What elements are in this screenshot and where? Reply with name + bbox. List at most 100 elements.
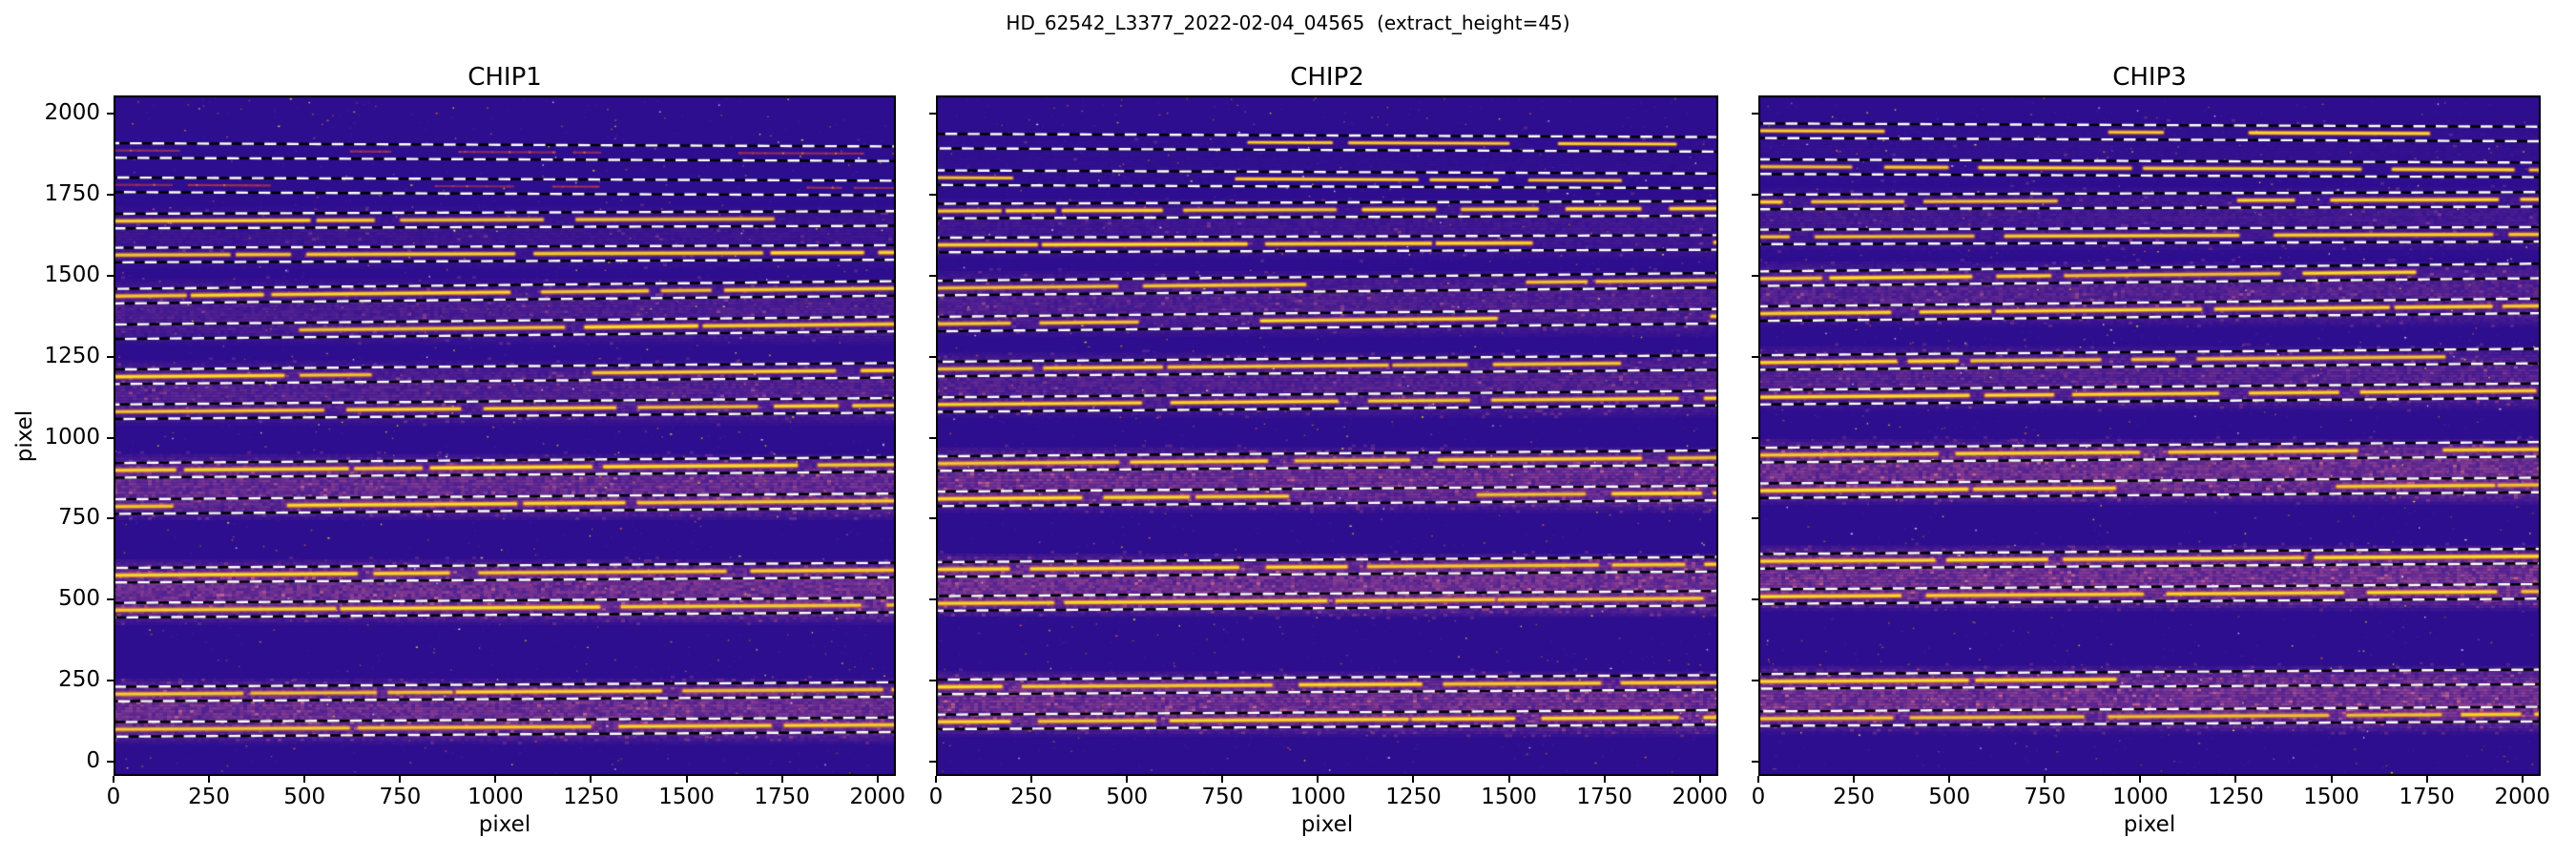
y-tick-mark [929,760,936,763]
x-tick-label: 2000 [1672,785,1729,809]
x-tick-mark [2521,776,2524,783]
x-tick-label: 250 [188,785,231,809]
x-tick-mark [590,776,592,783]
y-tick-label: 1500 [44,262,100,287]
y-tick-mark [107,355,114,358]
y-tick-mark [929,598,936,601]
x-tick-label: 1500 [2303,785,2359,809]
y-tick-mark [107,679,114,681]
x-tick-mark [2044,776,2046,783]
y-tick-mark [107,113,114,115]
y-tick-label: 1250 [44,343,100,368]
y-tick-mark [107,274,114,277]
panel-title-chip3: CHIP3 [2112,63,2187,92]
y-tick-mark [1752,274,1758,277]
y-tick-mark [107,436,114,439]
x-tick-mark [2330,776,2333,783]
x-tick-label: 1750 [1576,785,1632,809]
x-tick-mark [1603,776,1606,783]
x-axis-label-chip1: pixel [478,812,531,837]
x-axis-label-chip3: pixel [2123,812,2176,837]
x-tick-mark [494,776,497,783]
y-tick-mark [1752,355,1758,358]
x-tick-mark [935,776,937,783]
x-tick-mark [208,776,211,783]
x-tick-mark [1698,776,1701,783]
x-tick-mark [780,776,783,783]
x-tick-mark [685,776,688,783]
y-tick-mark [929,517,936,520]
x-tick-label: 0 [928,785,944,809]
chip3-detector-image [1758,95,2541,776]
x-tick-mark [1412,776,1415,783]
y-tick-mark [1752,194,1758,197]
y-tick-mark [929,274,936,277]
y-tick-mark [1752,598,1758,601]
x-tick-label: 1250 [1385,785,1442,809]
x-tick-mark [1317,776,1319,783]
y-tick-mark [107,194,114,197]
x-tick-mark [876,776,879,783]
x-tick-label: 2000 [2494,785,2551,809]
x-tick-label: 1250 [563,785,619,809]
y-tick-mark [107,760,114,763]
x-tick-mark [1757,776,1759,783]
x-tick-label: 1750 [2399,785,2455,809]
x-tick-mark [113,776,114,783]
x-tick-label: 2000 [849,785,906,809]
x-tick-label: 250 [1010,785,1053,809]
x-tick-mark [399,776,402,783]
x-tick-label: 750 [1201,785,1244,809]
x-tick-label: 250 [1833,785,1876,809]
y-tick-mark [1752,113,1758,115]
y-tick-mark [929,679,936,681]
x-tick-label: 1750 [754,785,810,809]
figure-title: HD_62542_L3377_2022-02-04_04565 (extract… [1006,11,1570,34]
panel-title-chip2: CHIP2 [1290,63,1364,92]
x-tick-label: 0 [106,785,121,809]
chip1-detector-image [114,95,896,776]
x-tick-label: 1000 [2112,785,2169,809]
y-tick-mark [929,355,936,358]
x-tick-label: 750 [2024,785,2067,809]
panel-title-chip1: CHIP1 [467,63,542,92]
y-tick-mark [1752,679,1758,681]
x-tick-label: 1500 [1481,785,1537,809]
x-tick-mark [1853,776,1856,783]
x-tick-label: 1500 [658,785,715,809]
y-tick-label: 1750 [44,181,100,207]
x-tick-mark [2425,776,2428,783]
x-tick-label: 500 [1106,785,1149,809]
x-tick-mark [1948,776,1951,783]
y-tick-label: 500 [58,586,100,612]
x-tick-mark [2139,776,2142,783]
y-tick-mark [107,517,114,520]
y-tick-label: 2000 [44,100,100,126]
x-axis-label-chip2: pixel [1300,812,1354,837]
y-tick-label: 1000 [44,424,100,450]
y-tick-mark [929,113,936,115]
y-tick-label: 750 [58,505,100,531]
x-tick-label: 1000 [467,785,524,809]
x-tick-mark [1030,776,1033,783]
x-tick-mark [303,776,306,783]
x-tick-mark [1221,776,1224,783]
x-tick-mark [1126,776,1129,783]
y-tick-mark [1752,436,1758,439]
chip2-detector-image [936,95,1718,776]
x-tick-label: 1250 [2208,785,2264,809]
y-tick-label: 0 [86,747,100,773]
y-tick-mark [929,194,936,197]
y-tick-mark [107,598,114,601]
x-tick-mark [2234,776,2237,783]
y-tick-mark [1752,760,1758,763]
y-tick-mark [1752,517,1758,520]
x-tick-label: 750 [379,785,422,809]
x-tick-label: 0 [1751,785,1766,809]
x-tick-label: 500 [1928,785,1971,809]
x-tick-label: 500 [283,785,326,809]
y-tick-label: 250 [58,666,100,692]
x-tick-mark [1507,776,1510,783]
x-tick-label: 1000 [1290,785,1346,809]
